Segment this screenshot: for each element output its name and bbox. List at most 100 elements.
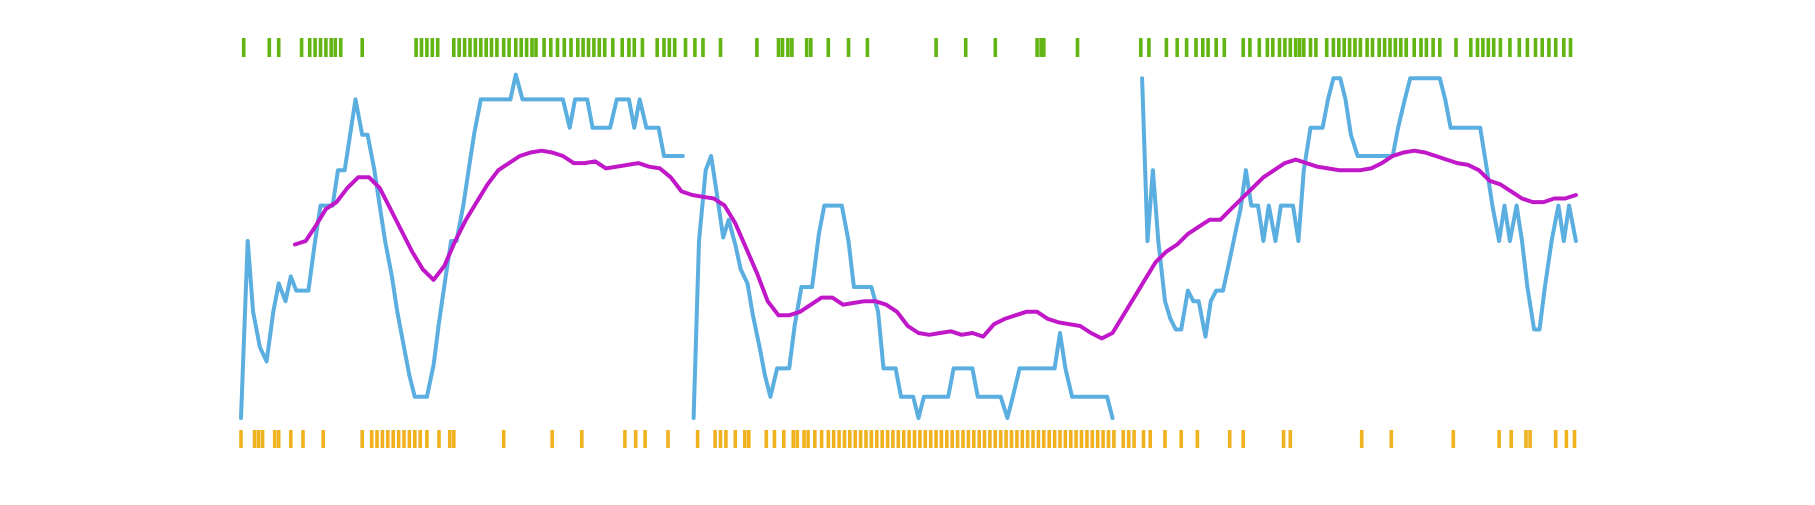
- top-tick-mark: [1353, 38, 1357, 57]
- top-tick-mark: [1388, 38, 1392, 57]
- bottom-tick-mark: [1058, 430, 1062, 448]
- bottom-tick-mark: [418, 430, 422, 448]
- top-tick-mark: [1365, 38, 1369, 57]
- bottom-tick-mark: [580, 430, 584, 448]
- bottom-tick-mark: [837, 430, 841, 448]
- top-tick-mark: [1241, 38, 1245, 57]
- top-tick-mark: [1283, 38, 1287, 57]
- bottom-tick-mark: [1009, 430, 1014, 448]
- top-tick-mark: [1347, 38, 1352, 57]
- bottom-tick-mark: [402, 430, 406, 448]
- top-tick-mark: [809, 38, 813, 57]
- bottom-tick-mark: [1141, 430, 1146, 448]
- top-tick-mark: [267, 38, 272, 57]
- top-tick-mark: [1147, 38, 1151, 57]
- top-tick-mark: [993, 38, 998, 57]
- bottom-tick-mark: [961, 430, 965, 448]
- top-tick-mark: [662, 38, 666, 57]
- bottom-tick-mark: [260, 430, 265, 448]
- top-tick-mark: [1035, 38, 1039, 57]
- bottom-tick-mark: [1497, 430, 1501, 448]
- top-tick-mark: [569, 38, 573, 57]
- top-tick-mark: [611, 38, 615, 57]
- top-tick-mark: [1438, 38, 1442, 57]
- top-tick-mark: [1454, 38, 1458, 57]
- top-tick-mark: [542, 38, 546, 57]
- bottom-tick-mark: [988, 430, 992, 448]
- bottom-tick-mark: [391, 430, 395, 448]
- top-tick-mark: [640, 38, 645, 57]
- bottom-tick-mark: [718, 430, 723, 448]
- top-tick-mark: [1271, 38, 1275, 57]
- top-tick-mark: [507, 38, 511, 57]
- top-tick-mark: [718, 38, 723, 57]
- top-tick-mark: [1412, 38, 1416, 57]
- top-tick-mark: [1498, 38, 1503, 57]
- bottom-event-ticks: [239, 430, 1577, 448]
- top-tick-mark: [1547, 38, 1551, 57]
- top-tick-mark: [1481, 38, 1485, 57]
- top-tick-mark: [299, 38, 304, 57]
- bottom-tick-mark: [239, 430, 243, 448]
- bottom-tick-mark: [782, 430, 786, 448]
- bottom-tick-mark: [1020, 430, 1025, 448]
- top-tick-mark: [655, 38, 659, 57]
- bottom-tick-mark: [452, 430, 456, 448]
- bottom-tick-mark: [1052, 430, 1057, 448]
- bottom-tick-mark: [1451, 430, 1456, 448]
- bottom-tick-mark: [764, 430, 769, 448]
- bottom-tick-mark: [1227, 430, 1232, 448]
- bottom-tick-mark: [1564, 430, 1569, 448]
- bottom-tick-mark: [977, 430, 981, 448]
- bottom-tick-mark: [1047, 430, 1051, 448]
- top-tick-mark: [826, 38, 831, 57]
- top-tick-mark: [307, 38, 312, 57]
- bottom-tick-mark: [289, 430, 293, 448]
- top-tick-mark: [1175, 38, 1179, 57]
- top-tick-mark: [1358, 38, 1363, 57]
- top-tick-mark: [1308, 38, 1313, 57]
- bottom-tick-mark: [1112, 430, 1116, 448]
- top-tick-mark: [1562, 38, 1566, 57]
- bottom-tick-mark: [380, 430, 385, 448]
- top-tick-mark: [479, 38, 483, 57]
- bottom-tick-mark: [813, 430, 817, 448]
- top-tick-mark: [576, 38, 580, 57]
- bottom-tick-mark: [1025, 430, 1030, 448]
- top-tick-mark: [435, 38, 440, 57]
- top-tick-mark: [755, 38, 759, 57]
- top-tick-mark: [1486, 38, 1491, 57]
- top-tick-mark: [276, 38, 281, 57]
- bottom-tick-mark: [1126, 430, 1131, 448]
- top-tick-mark: [1257, 38, 1262, 57]
- bottom-tick-mark: [869, 430, 874, 448]
- top-tick-mark: [333, 38, 338, 57]
- top-tick-mark: [1431, 38, 1435, 57]
- bottom-tick-mark: [901, 430, 906, 448]
- bottom-tick-mark: [1101, 430, 1105, 448]
- bottom-tick-mark: [407, 430, 412, 448]
- top-tick-mark: [1248, 38, 1252, 57]
- top-tick-mark: [701, 38, 705, 57]
- bottom-tick-mark: [1288, 430, 1293, 448]
- bottom-tick-mark: [858, 430, 863, 448]
- bottom-tick-mark: [272, 430, 277, 448]
- bottom-tick-mark: [1042, 430, 1046, 448]
- bottom-tick-mark: [276, 430, 281, 448]
- top-tick-mark: [776, 38, 781, 57]
- top-tick-mark: [586, 38, 591, 57]
- top-tick-mark: [1214, 38, 1218, 57]
- raw-series-line: [1140, 76, 1578, 339]
- bottom-tick-mark: [396, 430, 401, 448]
- top-tick-mark: [963, 38, 968, 57]
- bottom-tick-mark: [1524, 430, 1528, 448]
- bottom-tick-mark: [802, 430, 806, 448]
- bottom-tick-mark: [386, 430, 390, 448]
- bottom-tick-mark: [848, 430, 852, 448]
- bottom-tick-mark: [795, 430, 800, 448]
- bottom-tick-mark: [425, 430, 429, 448]
- top-tick-mark: [562, 38, 567, 57]
- bottom-tick-mark: [666, 430, 670, 448]
- top-tick-mark: [318, 38, 323, 57]
- top-tick-mark: [419, 38, 424, 57]
